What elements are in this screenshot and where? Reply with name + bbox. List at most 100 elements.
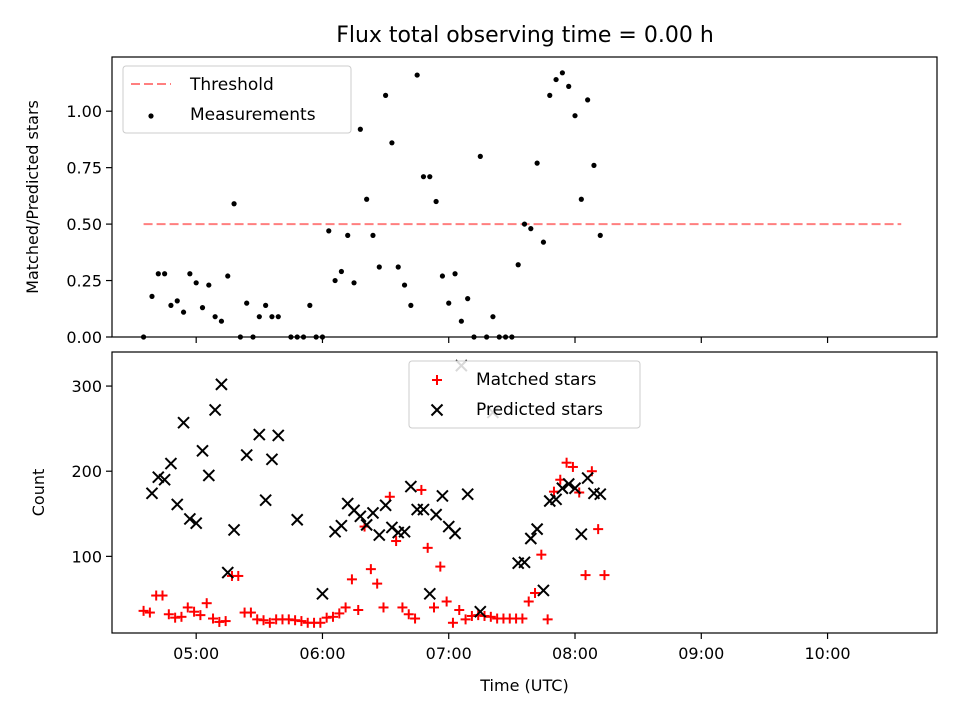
data-point: [272, 429, 285, 442]
data-point: [202, 469, 216, 482]
data-point: [370, 232, 376, 238]
data-point: [218, 318, 225, 324]
data-point: [581, 471, 594, 485]
series-matched-stars: [138, 457, 610, 628]
data-point: [382, 92, 389, 98]
data-point: [256, 314, 262, 320]
legend-measurements-label: Measurements: [190, 105, 316, 125]
data-point: [417, 503, 430, 516]
data-point: [259, 493, 272, 507]
data-point: [454, 605, 465, 616]
data-point: [157, 590, 168, 601]
data-point: [524, 532, 538, 545]
data-point: [460, 614, 471, 625]
data-point: [594, 487, 607, 501]
data-point: [208, 403, 222, 417]
data-point: [208, 613, 219, 624]
data-point: [446, 300, 452, 306]
data-point: [177, 416, 190, 429]
y-tick-label: 0.00: [66, 328, 102, 347]
data-point: [575, 528, 588, 541]
x-tick-label: 10:00: [805, 644, 851, 663]
data-point: [429, 602, 440, 613]
legend-frame: [122, 65, 352, 134]
data-point: [183, 512, 197, 526]
y-tick-label: 0.75: [66, 159, 102, 178]
data-point: [327, 611, 338, 622]
data-point: [410, 613, 421, 624]
legend-threshold-label: Threshold: [189, 75, 274, 95]
data-point: [580, 570, 591, 581]
data-point: [398, 525, 411, 538]
data-point: [307, 302, 313, 308]
data-point: [182, 602, 193, 613]
data-point: [414, 72, 420, 78]
data-point: [376, 264, 382, 270]
data-point: [162, 271, 168, 277]
data-point: [240, 448, 253, 462]
data-point: [158, 473, 171, 486]
data-point: [465, 296, 471, 302]
data-point: [196, 444, 209, 457]
data-point: [403, 609, 414, 620]
data-point: [461, 487, 474, 501]
data-point: [528, 226, 534, 232]
x-tick-label: 07:00: [426, 644, 472, 663]
legend-frame: [408, 360, 641, 429]
data-point: [549, 493, 563, 506]
data-point: [599, 570, 610, 581]
data-point: [372, 578, 383, 589]
data-point: [176, 611, 187, 622]
axes-frame: [111, 351, 938, 634]
data-point: [152, 470, 165, 484]
data-point: [593, 524, 604, 535]
data-point: [144, 607, 155, 618]
axes-frame: [111, 56, 938, 338]
x-tick-label: 05:00: [173, 644, 219, 663]
data-point: [174, 298, 180, 304]
y-tick-label: 100: [71, 547, 102, 566]
data-point: [436, 489, 449, 503]
count-panel: 100 200 300 05:00 06:00 07:00 08:00 09:00 10:00 C…: [29, 351, 938, 695]
series-measurements: [140, 70, 603, 340]
data-point: [427, 174, 433, 180]
data-point: [353, 605, 364, 616]
data-point: [264, 617, 275, 628]
data-point: [199, 305, 206, 311]
data-point: [521, 221, 528, 227]
data-point: [420, 174, 427, 180]
data-point: [340, 602, 351, 613]
data-point: [145, 487, 159, 500]
data-point: [180, 309, 187, 315]
data-point: [373, 528, 386, 542]
data-point: [366, 506, 380, 520]
data-point: [351, 280, 357, 286]
data-point: [572, 113, 578, 119]
data-point: [534, 160, 540, 166]
data-point: [201, 598, 212, 609]
data-point: [536, 549, 547, 560]
data-point: [389, 140, 395, 146]
data-point: [269, 314, 275, 320]
data-point: [364, 196, 370, 202]
legend-matched-swatch: [432, 375, 442, 385]
data-point: [163, 609, 174, 620]
data-point: [149, 293, 155, 299]
data-point: [447, 617, 458, 628]
data-point: [542, 614, 553, 625]
data-point: [474, 605, 487, 618]
data-point: [189, 516, 203, 530]
data-point: [416, 484, 427, 495]
data-point: [193, 280, 199, 286]
data-point: [220, 616, 231, 627]
y-tick-label: 200: [71, 462, 102, 481]
data-point: [548, 486, 559, 497]
data-point: [138, 605, 149, 616]
data-point: [429, 508, 443, 521]
data-point: [231, 201, 237, 207]
legend-matched-label: Matched stars: [476, 370, 596, 390]
data-point: [523, 596, 534, 607]
data-point: [561, 457, 572, 468]
data-point: [245, 607, 256, 618]
data-point: [518, 556, 531, 569]
